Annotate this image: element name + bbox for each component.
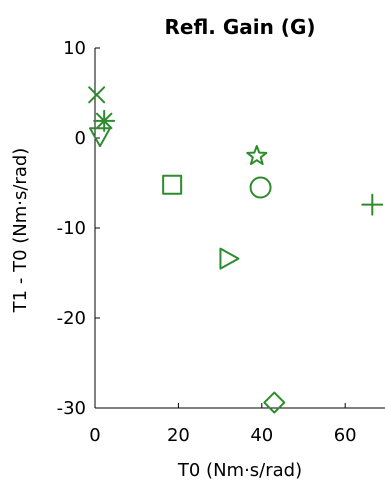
y-axis-label: T1 - T0 (Nm·s/rad) [10,148,31,314]
point-triangle-down [90,128,110,146]
point-pentagram [247,146,266,164]
x-tick-label: 60 [334,425,357,446]
data-points [89,87,382,412]
x-tick-label: 0 [89,425,100,446]
y-tick-label: -10 [57,218,86,239]
y-tick-label: -20 [57,308,86,329]
point-diamond [264,393,284,413]
x-tick-label: 20 [167,425,190,446]
x-ticks: 0 20 40 60 [89,403,356,446]
point-square [163,176,181,194]
x-axis-label: T0 (Nm·s/rad) [177,460,302,481]
chart-title: Refl. Gain (G) [164,15,315,39]
point-triangle-right [220,249,238,269]
axes [95,48,385,408]
point-circle [251,178,271,198]
y-tick-label: 0 [75,128,86,149]
y-tick-label: -30 [57,398,86,419]
point-x [89,87,104,102]
point-plus [362,195,382,215]
y-ticks: 10 0 -10 -20 -30 [57,38,100,419]
x-tick-label: 40 [250,425,273,446]
y-tick-label: 10 [63,38,86,59]
